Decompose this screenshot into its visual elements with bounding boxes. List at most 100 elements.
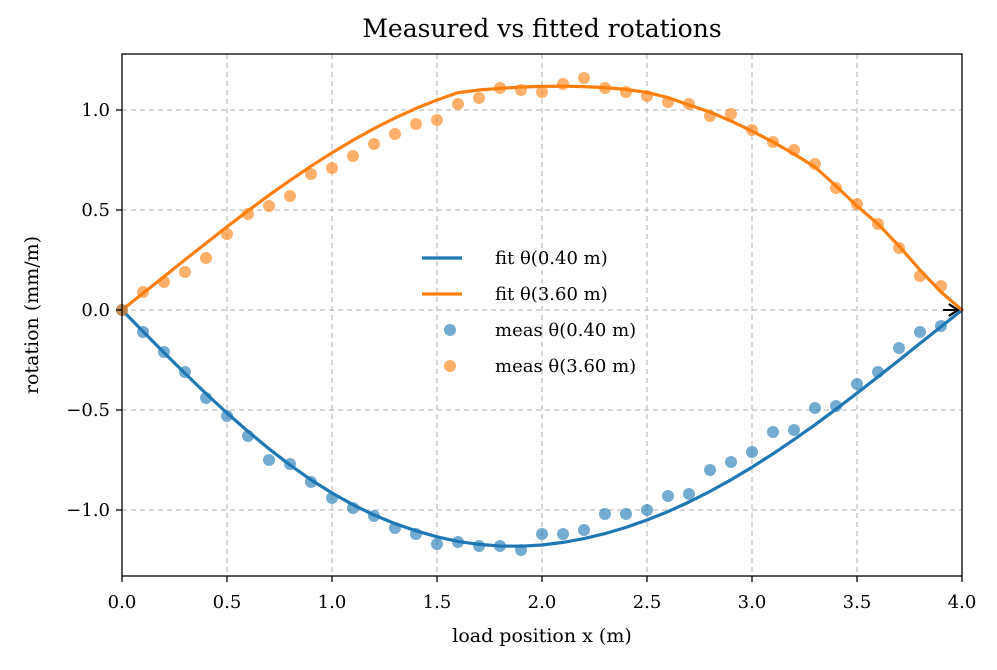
meas-point-1 xyxy=(578,524,590,536)
meas-point-2 xyxy=(410,118,422,130)
meas-point-2 xyxy=(515,84,527,96)
meas-point-1 xyxy=(158,346,170,358)
meas-point-1 xyxy=(242,430,254,442)
meas-point-2 xyxy=(305,168,317,180)
meas-point-2 xyxy=(389,128,401,140)
meas-point-1 xyxy=(830,400,842,412)
meas-point-2 xyxy=(347,150,359,162)
x-tick-label: 1.5 xyxy=(423,592,452,613)
meas-point-1 xyxy=(410,528,422,540)
meas-point-1 xyxy=(515,544,527,556)
meas-point-2 xyxy=(641,90,653,102)
meas-point-1 xyxy=(935,320,947,332)
meas-point-1 xyxy=(431,538,443,550)
meas-point-2 xyxy=(620,86,632,98)
meas-point-2 xyxy=(788,144,800,156)
meas-point-1 xyxy=(494,540,506,552)
x-tick-label: 0.0 xyxy=(108,592,137,613)
axis-ticks: 0.0 0.5 1.0 1.5 2.0 2.5 3.0 3.5 4.0 −1.0 −0.5 0.0 0.… xyxy=(66,100,976,613)
meas-point-1 xyxy=(809,402,821,414)
meas-point-1 xyxy=(704,464,716,476)
meas-point-1 xyxy=(683,488,695,500)
meas-point-2 xyxy=(557,78,569,90)
meas-point-2 xyxy=(872,218,884,230)
meas-point-2 xyxy=(725,108,737,120)
meas-point-2 xyxy=(242,208,254,220)
meas-point-1 xyxy=(347,502,359,514)
x-tick-label: 3.5 xyxy=(843,592,872,613)
meas-point-1 xyxy=(305,476,317,488)
meas-point-2 xyxy=(935,280,947,292)
meas-point-2 xyxy=(536,86,548,98)
meas-point-1 xyxy=(788,424,800,436)
x-axis-label: load position x (m) xyxy=(452,625,632,647)
meas-point-1 xyxy=(284,458,296,470)
meas-point-1 xyxy=(599,508,611,520)
x-tick-label: 4.0 xyxy=(948,592,977,613)
meas-point-2 xyxy=(473,92,485,104)
y-tick-label: 0.0 xyxy=(81,300,110,321)
x-tick-label: 2.0 xyxy=(528,592,557,613)
meas-point-2 xyxy=(494,82,506,94)
x-tick-label: 2.5 xyxy=(633,592,662,613)
legend-entry-label: meas θ(0.40 m) xyxy=(495,320,636,341)
annotations xyxy=(943,303,960,317)
meas-point-2 xyxy=(809,158,821,170)
meas-point-1 xyxy=(389,522,401,534)
plot-series xyxy=(116,72,964,556)
meas-point-1 xyxy=(536,528,548,540)
meas-point-2 xyxy=(599,82,611,94)
meas-point-1 xyxy=(893,342,905,354)
meas-point-1 xyxy=(872,366,884,378)
meas-point-2 xyxy=(368,138,380,150)
meas-point-2 xyxy=(452,98,464,110)
meas-point-1 xyxy=(179,366,191,378)
meas-point-2 xyxy=(851,198,863,210)
meas-point-2 xyxy=(683,98,695,110)
meas-point-1 xyxy=(368,510,380,522)
meas-point-1 xyxy=(557,528,569,540)
meas-point-1 xyxy=(452,536,464,548)
x-tick-label: 3.0 xyxy=(738,592,767,613)
meas-point-2 xyxy=(221,228,233,240)
y-tick-label: 1.0 xyxy=(81,100,110,121)
meas-point-2 xyxy=(767,136,779,148)
meas-point-1 xyxy=(326,492,338,504)
legend-swatch-marker xyxy=(444,360,456,372)
meas-point-2 xyxy=(830,182,842,194)
y-tick-label: −0.5 xyxy=(66,400,110,421)
legend-entry-label: fit θ(0.40 m) xyxy=(495,248,608,269)
meas-point-2 xyxy=(326,162,338,174)
meas-point-2 xyxy=(746,124,758,136)
meas-point-2 xyxy=(284,190,296,202)
x-tick-label: 0.5 xyxy=(213,592,242,613)
legend-entry-label: meas θ(3.60 m) xyxy=(495,356,636,377)
y-tick-label: −1.0 xyxy=(66,500,110,521)
meas-point-2 xyxy=(158,276,170,288)
meas-point-1 xyxy=(263,454,275,466)
meas-point-2 xyxy=(200,252,212,264)
y-tick-label: 0.5 xyxy=(81,200,110,221)
legend: fit θ(0.40 m) fit θ(3.60 m) meas θ(0.40 m)… xyxy=(422,248,636,377)
meas-point-1 xyxy=(767,426,779,438)
meas-point-1 xyxy=(725,456,737,468)
meas-point-1 xyxy=(662,490,674,502)
y-axis-label: rotation (mm/m) xyxy=(21,236,43,394)
legend-swatch-marker xyxy=(444,324,456,336)
chart-title: Measured vs fitted rotations xyxy=(362,14,721,43)
meas-point-1 xyxy=(620,508,632,520)
meas-point-1 xyxy=(746,446,758,458)
grid xyxy=(122,54,962,576)
meas-point-2 xyxy=(662,96,674,108)
meas-point-1 xyxy=(851,378,863,390)
meas-point-1 xyxy=(641,504,653,516)
legend-entry-label: fit θ(3.60 m) xyxy=(495,284,608,305)
meas-point-1 xyxy=(914,326,926,338)
x-tick-label: 1.0 xyxy=(318,592,347,613)
meas-point-1 xyxy=(221,410,233,422)
meas-point-2 xyxy=(263,200,275,212)
meas-point-2 xyxy=(578,72,590,84)
meas-point-2 xyxy=(704,110,716,122)
arrow-head xyxy=(948,303,960,317)
